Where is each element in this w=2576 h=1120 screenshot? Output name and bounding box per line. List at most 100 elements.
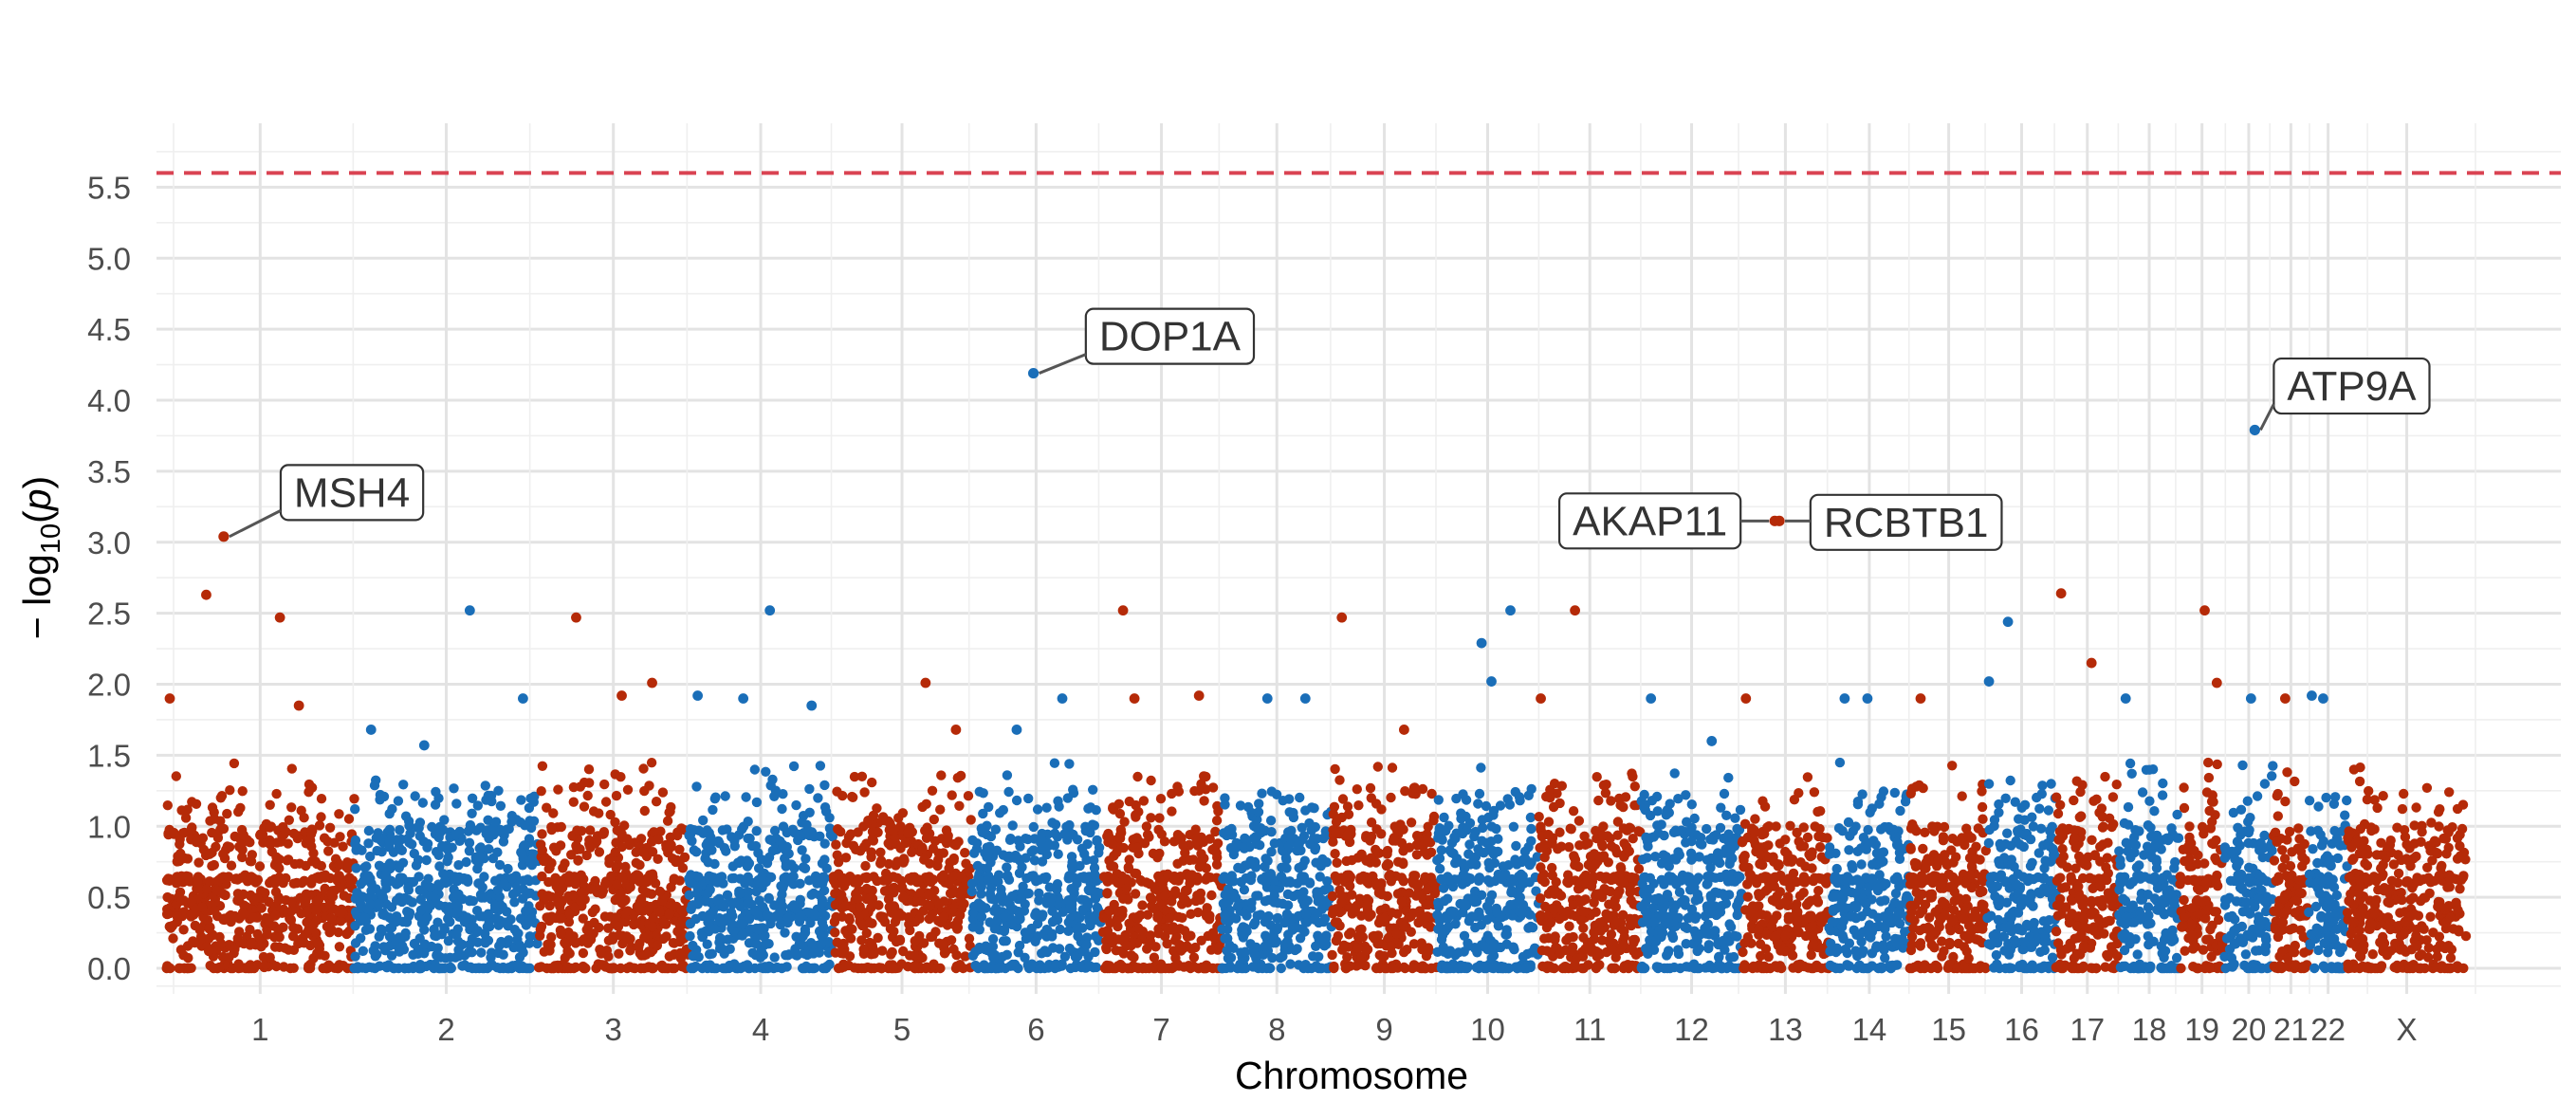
snp-point [866,963,876,974]
snp-point [1014,868,1025,878]
snp-point [851,844,861,854]
snp-point [1080,825,1092,836]
snp-point [460,915,470,926]
snp-point [704,909,715,920]
snp-point [1449,832,1460,842]
snp-point [506,872,518,884]
snp-point [1090,893,1101,904]
snp-point [1188,952,1200,963]
snp-point [525,855,536,866]
snp-point [311,915,322,926]
snp-point [849,771,860,782]
snp-point [1382,849,1392,859]
snp-point [1157,879,1168,890]
snp-point [238,889,248,900]
snp-point [171,771,181,781]
snp-point [1364,911,1374,922]
snp-point [1064,943,1076,954]
snp-point [733,830,745,840]
snp-point [824,813,835,823]
snp-point [1315,872,1325,882]
snp-point [657,787,669,798]
snp-point [377,889,387,899]
snp-point [1290,945,1300,956]
snp-point [335,832,345,842]
snp-point [1444,946,1455,956]
snp-point [237,852,248,863]
snp-point [1505,899,1516,910]
snp-point [1000,911,1010,922]
snp-point [1049,758,1060,768]
snp-point [1352,784,1363,795]
snp-point [1536,862,1546,872]
snp-point [686,870,696,880]
snp-point [637,847,649,857]
snp-point [172,911,183,922]
snp-point [1332,857,1342,868]
snp-point [968,848,980,858]
snp-point [702,963,713,974]
snp-point [1573,816,1585,826]
snp-point [1038,909,1048,920]
snp-point [1441,962,1452,972]
snp-point [977,827,987,837]
snp-point [1075,912,1085,923]
snp-point [1283,929,1294,940]
snp-point [412,822,423,833]
snp-point [920,825,930,836]
snp-point [480,935,491,946]
snp-point [641,876,653,888]
snp-point [284,815,294,825]
snp-point [325,913,337,924]
snp-point [859,841,870,852]
snp-point [464,837,475,848]
snp-point [488,853,499,864]
snp-point [399,963,410,974]
snp-point [639,785,650,797]
snp-point [1435,863,1445,874]
snp-point [1371,844,1381,855]
snp-point [1432,909,1443,920]
snp-point [394,946,404,956]
snp-point [255,830,266,840]
snp-point [898,946,909,957]
snp-point [613,921,624,932]
snp-point [854,910,865,921]
snp-point [299,813,309,823]
snp-point [927,931,938,942]
snp-point [1288,890,1299,902]
snp-point [764,961,775,971]
snp-point [1612,890,1623,900]
snp-point [714,944,726,954]
snp-point [741,792,751,802]
snp-point [609,963,619,974]
snp-point [1420,872,1430,882]
snp-point [1222,946,1232,956]
snp-point [925,901,935,911]
snp-point [785,872,796,883]
snp-point [756,854,767,865]
snp-point [876,911,887,922]
snp-point [1501,929,1513,940]
snp-point [847,924,857,934]
snp-point [1539,852,1550,863]
snp-point [176,854,187,864]
snp-point [1145,892,1156,903]
snp-point [606,871,616,881]
snp-point [396,845,407,855]
snp-point [1386,792,1396,803]
snp-point [230,831,240,842]
snp-point [1433,795,1444,805]
snp-point [1047,906,1058,916]
snp-point [1331,817,1342,827]
snp-point [1568,942,1578,952]
snp-point [1408,908,1419,918]
snp-point [1601,872,1611,882]
snp-point [283,854,294,865]
snp-point [1539,839,1550,850]
snp-point [983,847,993,857]
snp-point [1449,907,1460,918]
snp-point [648,912,658,924]
snp-point [1479,848,1489,858]
snp-point [1464,859,1476,870]
